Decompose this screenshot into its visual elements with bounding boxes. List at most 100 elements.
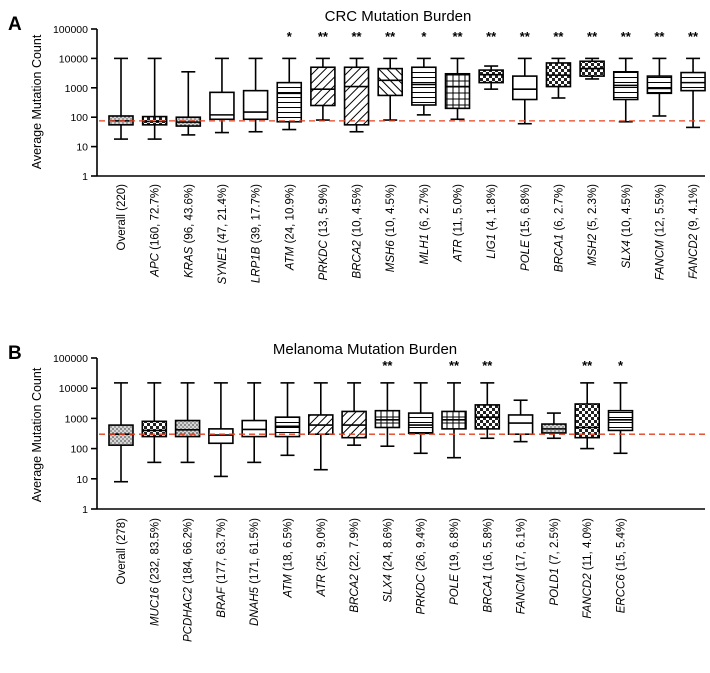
x-label-detail: (96, 43.6%) (183, 184, 195, 247)
x-label-detail: (7, 2.5%) (549, 518, 561, 568)
y-tick-label: 10 (76, 474, 88, 486)
x-tick-label: KRAS (96, 43.6%) (183, 184, 195, 278)
x-tick-label: ATM (18, 6.5%) (283, 518, 295, 599)
x-label-gene: POLD1 (549, 568, 561, 606)
x-tick-label: Overall (220) (116, 184, 128, 251)
x-label-detail: (22, 7.9%) (349, 518, 361, 574)
y-tick-label: 10000 (59, 53, 88, 65)
x-label-gene: FANCD2 (688, 233, 700, 279)
x-label-detail: (12, 5.5%) (654, 184, 666, 240)
x-label-detail: (184, 66.2%) (183, 518, 195, 587)
x-tick-label: PRKDC (13, 5.9%) (318, 184, 330, 281)
significance-marker: ** (688, 29, 699, 44)
box-lrp1b (242, 57, 269, 133)
x-tick-label: FANCM (17, 6.1%) (516, 518, 528, 614)
box-brca1 (474, 382, 501, 440)
box-fancm (646, 57, 673, 117)
significance-marker: ** (382, 358, 393, 373)
box-apc (141, 57, 168, 140)
x-label-gene: PRKDC (318, 240, 330, 281)
box-iqr (574, 403, 601, 439)
x-label-gene: BRAF (216, 586, 228, 618)
x-label-detail: (16, 5.8%) (482, 518, 494, 574)
x-label-detail: (220) (116, 184, 128, 214)
x-label-detail: (232, 83.5%) (149, 518, 161, 587)
box-iqr (141, 420, 168, 438)
y-tick-label: 1 (82, 171, 88, 183)
box-iqr (407, 412, 434, 435)
x-label-gene: POLE (449, 574, 461, 605)
x-label-gene: MSH2 (587, 233, 599, 266)
x-tick-label: BRCA1 (6, 2.7%) (553, 184, 565, 272)
box-iqr (343, 66, 370, 126)
x-tick-label: BRCA1 (16, 5.8%) (482, 518, 494, 613)
box-pole (511, 57, 538, 125)
box-iqr (241, 419, 267, 438)
panel-label-a: A (8, 14, 22, 35)
x-label-detail: (13, 5.9%) (318, 184, 330, 240)
box-syne1 (209, 57, 235, 134)
y-tick-label: 100 (70, 444, 88, 456)
x-label-detail: (177, 63.7%) (216, 518, 228, 587)
x-label-detail: (26, 9.4%) (416, 518, 428, 574)
x-tick-label: Overall (278) (116, 518, 128, 585)
x-label-detail: (39, 17.7%) (251, 184, 263, 247)
significance-marker: ** (482, 358, 493, 373)
x-tick-label: FANCM (12, 5.5%) (654, 184, 666, 280)
box-iqr (108, 424, 134, 446)
y-tick-label: 100 (70, 112, 88, 124)
title-a: CRC Mutation Burden (325, 8, 472, 25)
y-tick-label: 1000 (65, 413, 89, 425)
x-label-gene: SYNE1 (217, 247, 229, 285)
x-label-gene: MUC16 (149, 586, 161, 626)
box-iqr (444, 72, 471, 110)
significance-marker: * (421, 29, 427, 44)
x-label-detail: (19, 6.8%) (449, 518, 461, 574)
box-iqr (174, 419, 201, 438)
x-label-detail: (6, 2.7%) (553, 184, 565, 234)
panel-a: A CRC Mutation Burden Average Mutation C… (8, 8, 706, 285)
x-label-gene: Overall (116, 214, 128, 250)
x-label-detail: (11, 5.0%) (453, 184, 465, 240)
x-tick-label: MUC16 (232, 83.5%) (149, 518, 161, 626)
x-tick-label: LIG1 (4, 1.8%) (486, 184, 498, 259)
box-atr (444, 57, 471, 121)
x-label-gene: LRP1B (251, 246, 263, 283)
box-fancd2 (574, 382, 601, 450)
x-tick-label: DNAH5 (171, 61.5%) (249, 518, 261, 626)
x-label-detail: (5, 2.3%) (587, 184, 599, 234)
x-label-detail: (160, 72.7%) (150, 184, 162, 253)
box-braf (208, 382, 234, 478)
x-label-detail: (17, 6.1%) (516, 518, 528, 574)
x-label-gene: POLE (520, 240, 532, 271)
box-overall (108, 382, 134, 483)
x-label-gene: ATR (453, 239, 465, 262)
x-tick-label: FANCD2 (11, 4.0%) (582, 518, 594, 619)
box-iqr (511, 75, 538, 101)
x-tick-label: ERCC6 (15, 5.4%) (616, 518, 628, 613)
box-pole (441, 382, 467, 459)
y-tick-label: 1 (82, 504, 88, 516)
y-tick-label: 1000 (65, 83, 89, 95)
box-prkdc (407, 382, 434, 455)
box-iqr (507, 414, 534, 435)
x-label-detail: (9, 4.1%) (688, 184, 700, 234)
x-label-gene: BRCA1 (482, 574, 494, 612)
x-tick-label: LRP1B (39, 17.7%) (251, 184, 263, 283)
panel-b: B Melanoma Mutation Burden Average Mutat… (8, 341, 705, 642)
box-mlh1 (411, 57, 437, 116)
box-fancm (507, 399, 534, 443)
significance-marker: ** (486, 29, 497, 44)
x-label-gene: SLX4 (382, 574, 394, 602)
x-label-detail: (10, 4.5%) (352, 184, 364, 240)
title-b: Melanoma Mutation Burden (273, 341, 457, 358)
x-tick-label: ATR (25, 9.0%) (316, 518, 328, 598)
x-label-detail: (25, 9.0%) (316, 518, 328, 574)
significance-marker: ** (587, 29, 598, 44)
box-atr (307, 382, 334, 471)
x-tick-label: POLD1 (7, 2.5%) (549, 518, 561, 606)
x-tick-label: POLE (19, 6.8%) (449, 518, 461, 605)
x-label-gene: KRAS (183, 246, 195, 278)
significance-marker: ** (621, 29, 632, 44)
significance-marker: ** (582, 358, 593, 373)
